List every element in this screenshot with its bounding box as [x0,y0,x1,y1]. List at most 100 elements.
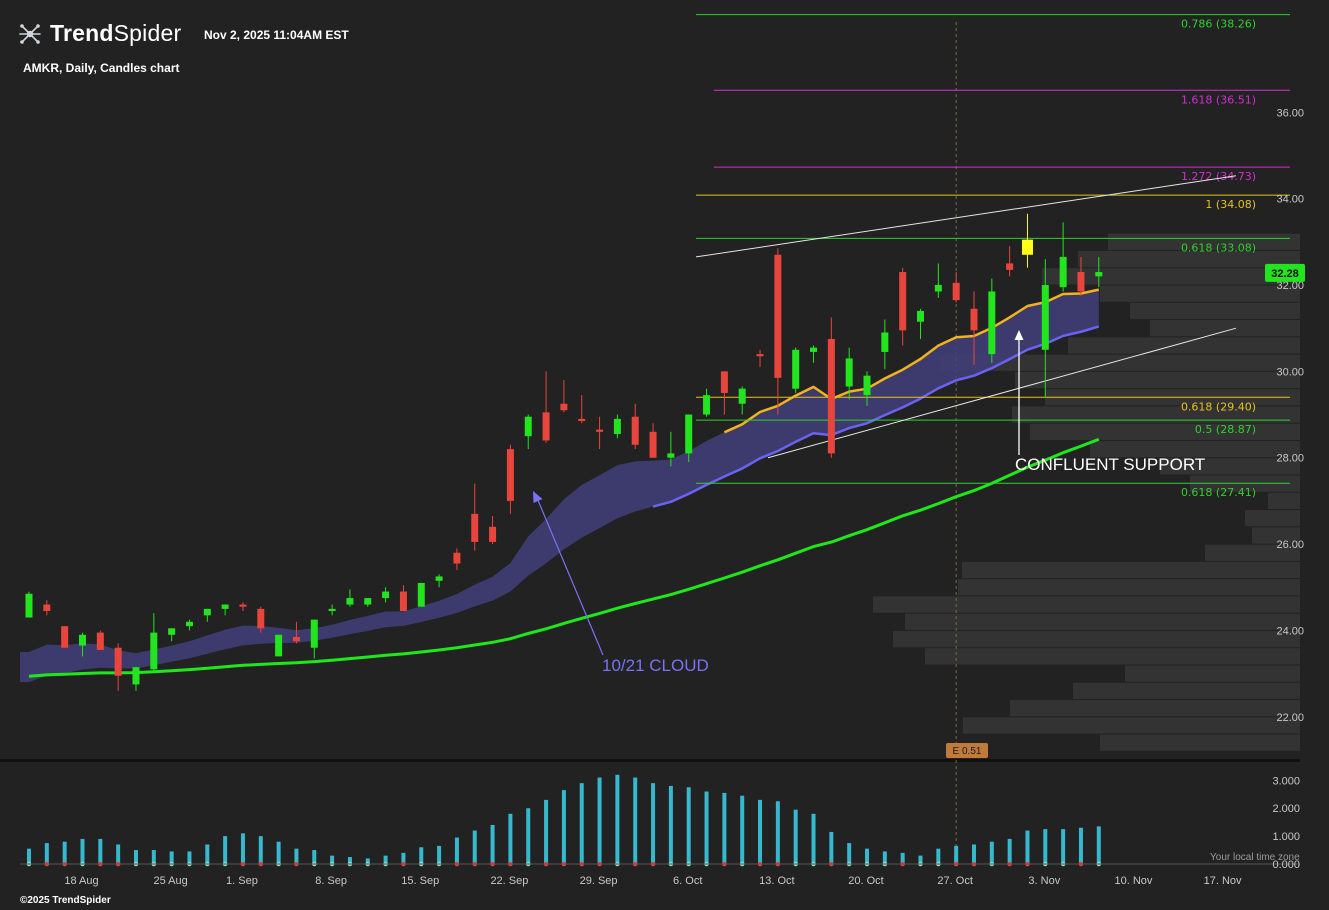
volume-bar[interactable] [347,857,352,864]
candle[interactable] [43,604,51,612]
volume-bar[interactable] [437,845,442,864]
volume-bar[interactable] [954,845,959,864]
volume-bar[interactable] [847,843,852,864]
support-annotation-label[interactable]: CONFLUENT SUPPORT [1015,455,1205,474]
candle[interactable] [1041,285,1049,350]
volume-bar[interactable] [1025,830,1030,864]
candle[interactable] [471,513,479,542]
candle[interactable] [649,431,657,458]
candle[interactable] [988,291,996,355]
candle[interactable] [952,282,960,301]
candle[interactable] [1095,272,1103,277]
candle[interactable] [61,626,69,648]
volume-bar[interactable] [1043,829,1048,864]
volume-bar[interactable] [312,850,317,864]
candle[interactable] [1059,256,1067,288]
volume-bar[interactable] [365,858,370,864]
volume-bar[interactable] [169,851,174,864]
volume-bar[interactable] [722,792,727,864]
candle[interactable] [506,449,514,501]
candle[interactable] [792,349,800,389]
volume-bar[interactable] [633,777,638,864]
candle[interactable] [774,254,782,378]
candle[interactable] [720,371,728,393]
candle[interactable] [881,332,889,352]
candle[interactable] [934,285,942,292]
candle[interactable] [346,598,354,605]
volume-bar[interactable] [258,836,263,864]
volume-bar[interactable] [276,841,281,864]
volume-bar[interactable] [775,801,780,864]
candle[interactable] [596,429,604,432]
candle[interactable] [631,416,639,445]
candle[interactable] [364,598,372,605]
volume-bar[interactable] [330,855,335,864]
volume-bar[interactable] [508,813,513,864]
cloud-arrow[interactable] [536,497,604,656]
candle[interactable] [524,416,532,437]
candle[interactable] [382,591,390,599]
volume-bar[interactable] [383,855,388,864]
candle[interactable] [328,608,336,612]
volume-bar[interactable] [829,831,834,864]
candle[interactable] [899,272,907,331]
earnings-marker[interactable]: E 0.51 [946,743,988,758]
candle[interactable] [542,412,550,441]
volume-bar[interactable] [490,824,495,864]
volume-bar[interactable] [472,830,477,864]
volume-bar[interactable] [615,774,620,864]
volume-bar[interactable] [758,799,763,864]
earnings-badge[interactable] [946,743,988,758]
volume-bar[interactable] [686,787,691,864]
volume-bar[interactable] [1061,829,1066,864]
candle[interactable] [257,608,265,629]
volume-bar[interactable] [27,848,31,864]
candle[interactable] [185,621,193,627]
volume-bar[interactable] [1096,826,1101,864]
candle[interactable] [292,636,300,642]
candle[interactable] [970,308,978,331]
upper-channel-line[interactable] [695,175,1237,258]
volume-bar[interactable] [579,783,584,864]
candle[interactable] [1006,263,1014,270]
candle[interactable] [239,604,247,607]
candle[interactable] [827,338,835,454]
volume-bar[interactable] [668,785,673,864]
volume-bar[interactable] [223,836,228,864]
volume-bar[interactable] [971,844,976,864]
volume-bar[interactable] [989,841,994,864]
candle[interactable] [399,591,407,612]
volume-bar[interactable] [240,833,245,864]
volume-bar[interactable] [704,791,709,864]
timezone-note[interactable]: Your local time zone [1210,852,1300,863]
volume-bar[interactable] [116,844,121,864]
candle[interactable] [168,628,176,635]
candle[interactable] [863,375,871,396]
candle[interactable] [25,593,33,618]
volume-bar[interactable] [900,852,905,864]
candle[interactable] [917,310,924,322]
lower-channel-line[interactable] [767,327,1237,459]
candle[interactable] [132,667,140,685]
volume-bar[interactable] [1007,838,1012,864]
candle[interactable] [1021,239,1033,255]
volume-bar[interactable] [865,848,870,864]
candle[interactable] [1077,272,1085,292]
volume-bar[interactable] [294,848,299,864]
candle[interactable] [96,632,104,650]
candle[interactable] [703,395,711,415]
candle[interactable] [489,526,497,542]
volume-bar[interactable] [44,843,49,864]
candle[interactable] [810,347,818,352]
candle[interactable] [275,634,283,657]
volume-bar[interactable] [454,837,459,864]
candle[interactable] [845,358,853,387]
candle[interactable] [435,576,443,581]
candle[interactable] [221,604,229,609]
candle[interactable] [310,619,318,648]
volume-bar[interactable] [80,838,85,864]
candle[interactable] [453,552,461,564]
candle[interactable] [613,418,621,434]
candle[interactable] [560,403,568,411]
